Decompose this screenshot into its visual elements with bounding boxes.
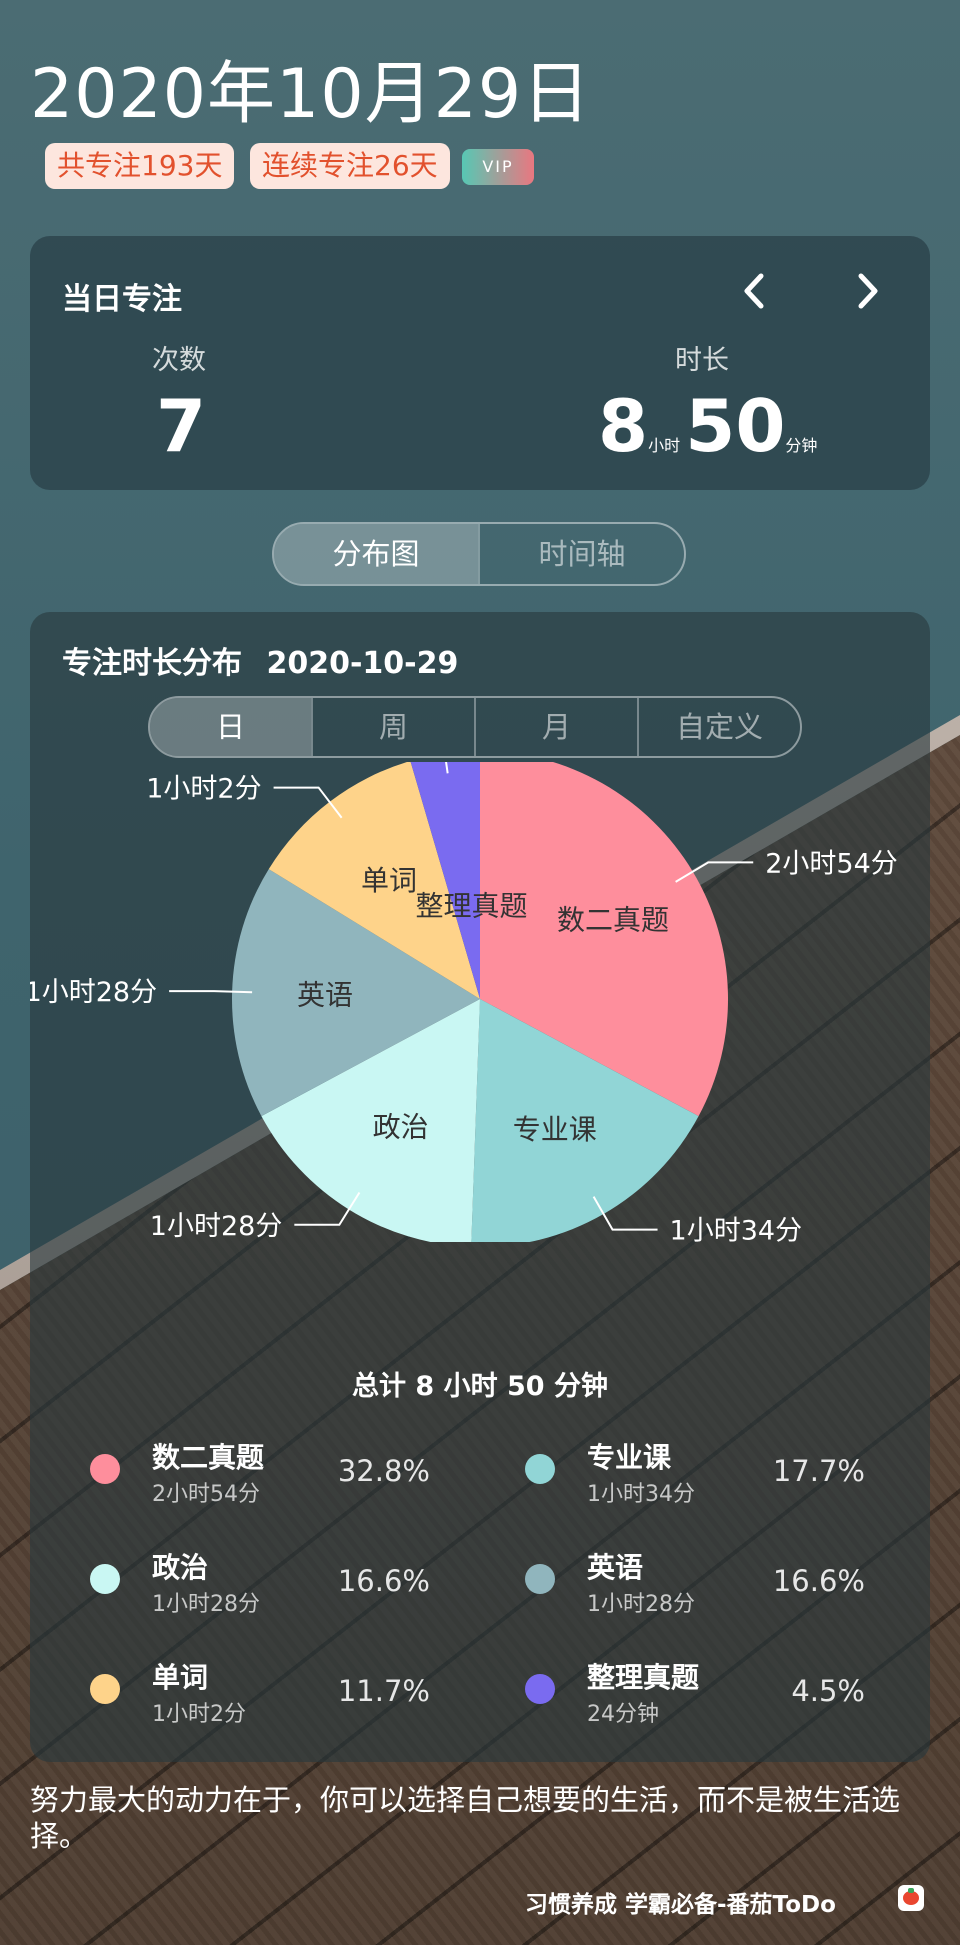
distribution-header: 专注时长分布 2020-10-29	[62, 638, 458, 682]
legend-duration: 24分钟	[587, 1702, 659, 1727]
tab-day[interactable]: 日	[150, 698, 311, 756]
vip-badge[interactable]: VIP	[462, 149, 534, 185]
duration-minutes-unit: 分钟	[785, 436, 818, 455]
chevron-right-icon[interactable]	[842, 266, 892, 316]
motivational-quote: 努力最大的动力在于，你可以选择自己想要的生活，而不是被生活选择。	[30, 1783, 901, 1853]
pie-slice[interactable]	[410, 762, 480, 999]
slice-name-label: 单词	[361, 864, 417, 897]
legend-percent: 16.6%	[337, 1564, 430, 1598]
total-label: 总计 8 小时 50 分钟	[352, 1371, 608, 1402]
daily-focus-card: 当日专注 次数 7 时长 8小时 50分钟	[30, 236, 930, 490]
slice-value-label: 1小时28分	[150, 1211, 283, 1242]
slice-name-label: 英语	[297, 978, 353, 1011]
tab-custom[interactable]: 自定义	[637, 698, 800, 756]
count-value: 7	[156, 384, 207, 468]
legend-name: 整理真题	[587, 1661, 700, 1694]
pie-slice[interactable]	[261, 999, 480, 1242]
slice-name-label: 整理真题	[416, 889, 528, 922]
legend-name: 单词	[152, 1661, 209, 1694]
legend-dot	[90, 1674, 120, 1704]
legend-duration: 1小时28分	[587, 1592, 695, 1617]
slice-name-label: 数二真题	[557, 903, 669, 936]
slice-value-label: 1小时28分	[30, 977, 157, 1008]
legend-dot	[90, 1454, 120, 1484]
pie-slice[interactable]	[471, 999, 699, 1242]
legend-duration: 2小时54分	[152, 1482, 260, 1507]
view-toggle: 分布图 时间轴	[272, 522, 686, 586]
page-date: 2020年10月29日	[30, 55, 592, 134]
legend-name: 数二真题	[152, 1441, 265, 1474]
legend-percent: 32.8%	[337, 1454, 430, 1488]
pie-slice[interactable]	[480, 762, 728, 1117]
legend-name: 政治	[152, 1551, 209, 1584]
leader-line	[273, 786, 343, 819]
duration-hours-unit: 小时	[648, 436, 681, 455]
legend-percent: 17.7%	[772, 1454, 865, 1488]
legend-duration: 1小时28分	[152, 1592, 260, 1617]
legend-percent: 11.7%	[337, 1674, 430, 1708]
duration-hours: 8	[598, 384, 649, 468]
chevron-left-icon[interactable]	[730, 266, 780, 316]
slice-value-label: 1小时2分	[146, 774, 261, 805]
range-tabs: 日 周 月 自定义	[148, 696, 802, 758]
legend-dot	[90, 1564, 120, 1594]
tab-month[interactable]: 月	[474, 698, 637, 756]
distribution-card: 专注时长分布 2020-10-29 日 周 月 自定义 数二真题 2小时54分 专业…	[30, 612, 930, 1762]
legend-duration: 1小时34分	[587, 1482, 695, 1507]
legend-percent: 16.6%	[772, 1564, 865, 1598]
legend-dot	[525, 1564, 555, 1594]
leader-line	[592, 1196, 658, 1231]
legend-duration: 1小时2分	[152, 1702, 246, 1727]
duration-minutes: 50	[685, 384, 786, 468]
slice-name-label: 政治	[373, 1110, 429, 1143]
leader-line	[675, 861, 754, 883]
tab-distribution[interactable]: 分布图	[274, 524, 478, 584]
total-days-badge: 共专注193天	[45, 143, 235, 189]
duration-value: 8小时 50分钟	[598, 384, 817, 468]
tab-week[interactable]: 周	[311, 698, 474, 756]
streak-badge: 连续专注26天	[250, 143, 450, 189]
daily-focus-title: 当日专注	[62, 282, 182, 317]
duration-label: 时长	[675, 345, 729, 376]
tomato-icon	[898, 1885, 924, 1911]
slice-value-label: 2小时54分	[765, 848, 898, 879]
legend-dot	[525, 1674, 555, 1704]
legend-name: 专业课	[587, 1441, 672, 1474]
footer-slogan: 习惯养成 学霸必备-番茄ToDo	[525, 1892, 836, 1918]
pie-slice[interactable]	[231, 869, 480, 1117]
legend-dot	[525, 1454, 555, 1484]
distribution-date: 2020-10-29	[266, 646, 459, 681]
leader-line	[169, 990, 253, 994]
slice-name-label: 专业课	[513, 1113, 597, 1146]
tab-timeline[interactable]: 时间轴	[478, 524, 684, 584]
pie-slice[interactable]	[268, 762, 480, 999]
leader-line	[294, 1191, 361, 1226]
legend-name: 英语	[587, 1551, 644, 1584]
legend-percent: 4.5%	[791, 1674, 865, 1708]
slice-value-label: 1小时34分	[670, 1216, 803, 1242]
distribution-title: 专注时长分布	[62, 646, 242, 681]
count-label: 次数	[152, 345, 206, 376]
